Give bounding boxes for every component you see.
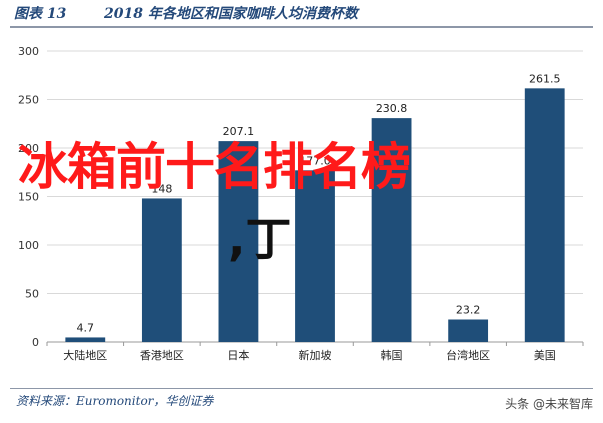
bar-0 <box>65 337 106 342</box>
overlay-subtext: ,丁 <box>228 212 292 266</box>
y-tick-label: 200 <box>18 142 39 155</box>
x-tick-label: 大陆地区 <box>63 348 107 362</box>
y-tick-label: 300 <box>18 45 39 58</box>
x-tick-label: 香港地区 <box>140 349 184 362</box>
x-axis-ticks: 大陆地区 香港地区 日本 新加坡 韩国 台湾地区 美国 <box>46 342 584 362</box>
watermark-text: 头条 @未来智库 <box>505 397 593 411</box>
y-tick-label: 50 <box>25 288 39 301</box>
source-note: 资料来源：Euromonitor，华创证券 <box>16 394 214 408</box>
x-tick-label: 新加坡 <box>299 348 332 362</box>
figure-header: 图表 13 2018 年各地区和国家咖啡人均消费杯数 <box>0 0 603 26</box>
bar-5 <box>448 319 489 342</box>
overlay-headline: 冰箱前十名排名榜 <box>18 138 411 196</box>
value-labels: 4.7 148 207.1 177.0 230.8 23.2 261.5 <box>77 72 561 334</box>
y-tick-label: 150 <box>18 191 39 204</box>
value-label: 177.0 <box>299 154 331 167</box>
figure-title: 2018 年各地区和国家咖啡人均消费杯数 <box>104 6 358 22</box>
value-label: 230.8 <box>376 102 408 115</box>
y-tick-label: 100 <box>18 239 39 252</box>
bar-3 <box>295 170 335 342</box>
value-label: 23.2 <box>456 303 481 316</box>
y-tick-label: 250 <box>18 94 39 107</box>
y-tick-label: 0 <box>32 336 39 349</box>
x-tick-label: 台湾地区 <box>446 348 490 362</box>
x-tick-label: 日本 <box>227 348 249 362</box>
bar-chart: 0 50 100 150 200 250 300 4.7 148 207.1 177.0 230.8… <box>18 45 584 362</box>
source-divider <box>10 388 593 389</box>
value-label: 148 <box>151 182 172 195</box>
bar-1 <box>141 198 182 342</box>
value-label: 207.1 <box>223 125 255 138</box>
x-tick-label: 韩国 <box>381 348 403 362</box>
title-divider <box>10 26 593 28</box>
chart-bars <box>65 88 565 343</box>
figure-label: 图表 13 <box>14 6 67 22</box>
bar-6 <box>524 88 565 342</box>
y-axis-ticks: 0 50 100 150 200 250 300 <box>18 45 39 349</box>
value-label: 261.5 <box>529 72 561 85</box>
value-label: 4.7 <box>77 321 95 334</box>
bar-2 <box>218 141 259 342</box>
bar-4 <box>371 118 412 343</box>
x-tick-label: 美国 <box>534 349 556 362</box>
